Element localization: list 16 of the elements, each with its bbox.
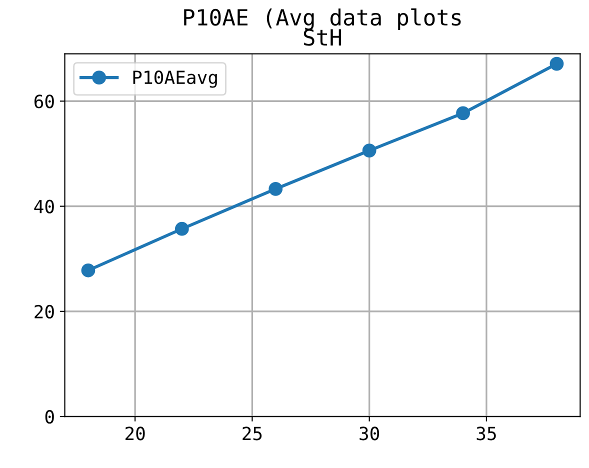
- x-tick-label: 20: [126, 426, 145, 440]
- chart-title: P10AE (Avg data plots StH: [184, 8, 461, 46]
- point: [81, 263, 96, 278]
- y-tick-label: 40: [34, 200, 54, 214]
- legend-label: P10AEavg: [133, 70, 217, 88]
- point: [268, 182, 283, 196]
- y-tick-label: 60: [34, 94, 54, 108]
- point: [456, 106, 470, 120]
- point: [362, 144, 376, 158]
- x-tick-label: 25: [242, 426, 262, 440]
- y-tick-label: 20: [34, 304, 54, 319]
- x-tick-label: 35: [476, 426, 496, 440]
- point: [174, 222, 189, 236]
- x-tick-label: 30: [360, 426, 380, 440]
- point: [550, 56, 564, 71]
- y-tick-label: 0: [45, 410, 54, 424]
